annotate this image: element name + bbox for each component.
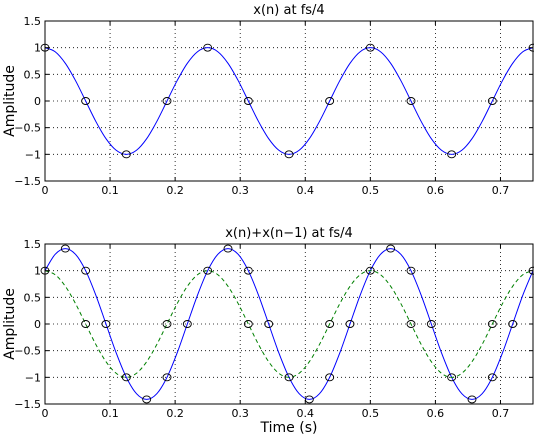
x-tick-label: 0.3 bbox=[231, 407, 249, 420]
subplot-1: 0 0.1 0.2 0.3 0.4 0.5 0.6 0.7 −1.5 −1 −0.5 0 0.5 1 1.5… bbox=[2, 3, 534, 197]
sample-marker bbox=[345, 320, 355, 328]
sample-marker bbox=[406, 320, 416, 328]
x-tick-label: 0.1 bbox=[101, 407, 119, 420]
y-tick-label: −1 bbox=[25, 371, 41, 384]
y-tick-label: 0.5 bbox=[24, 68, 42, 81]
sample-marker bbox=[325, 373, 335, 382]
sample-marker bbox=[223, 244, 233, 253]
sample-marker bbox=[182, 320, 192, 328]
sample-marker bbox=[60, 244, 70, 253]
x-tick-label: 0.6 bbox=[427, 407, 445, 420]
x-tick-label: 0.4 bbox=[297, 407, 315, 420]
y-tick-label: 1.5 bbox=[24, 238, 42, 251]
chart-title: x(n) at fs/4 bbox=[253, 3, 324, 18]
x-tick-label: 0.3 bbox=[231, 184, 249, 197]
x-tick-label: 0.5 bbox=[362, 407, 380, 420]
sample-marker bbox=[142, 395, 152, 404]
chart-title: x(n)+x(n−1) at fs/4 bbox=[225, 226, 353, 241]
sample-marker bbox=[284, 373, 294, 382]
sample-marker bbox=[426, 320, 436, 328]
y-tick-label: −1 bbox=[25, 148, 41, 161]
x-tick-label: 0.4 bbox=[297, 184, 315, 197]
sample-marker bbox=[121, 373, 131, 382]
y-tick-label: 0 bbox=[34, 95, 41, 108]
x-tick-label: 0.7 bbox=[492, 407, 510, 420]
sample-marker bbox=[467, 395, 477, 404]
sample-marker bbox=[243, 266, 253, 275]
x-tick-label: 0 bbox=[42, 407, 49, 420]
sample-marker bbox=[325, 97, 335, 105]
sample-marker bbox=[162, 97, 172, 105]
sample-marker bbox=[81, 97, 91, 105]
sample-marker bbox=[406, 97, 416, 105]
sample-marker bbox=[304, 395, 314, 404]
sample-marker bbox=[101, 320, 111, 328]
y-tick-label: −1.5 bbox=[14, 175, 41, 188]
x-tick-label: 0.5 bbox=[362, 184, 380, 197]
sample-marker bbox=[447, 150, 457, 159]
sample-marker bbox=[325, 320, 335, 328]
series-line-2 bbox=[44, 270, 534, 378]
x-tick-label: 0.2 bbox=[166, 184, 184, 197]
sample-marker bbox=[243, 320, 253, 328]
sample-marker bbox=[365, 266, 375, 275]
sample-marker bbox=[162, 320, 172, 328]
sample-marker bbox=[203, 43, 213, 52]
sample-marker bbox=[264, 320, 274, 328]
y-axis-label: Amplitude bbox=[2, 288, 18, 360]
y-tick-label: 1 bbox=[34, 42, 41, 55]
y-tick-label: −0.5 bbox=[14, 122, 41, 135]
x-tick-label: 0.1 bbox=[101, 184, 119, 197]
sample-marker bbox=[81, 266, 91, 275]
y-tick-label: −1.5 bbox=[14, 398, 41, 411]
sample-marker bbox=[447, 373, 457, 382]
sample-marker bbox=[81, 320, 91, 328]
y-tick-label: 1.5 bbox=[24, 15, 42, 28]
sample-marker bbox=[284, 150, 294, 159]
sample-marker bbox=[406, 266, 416, 275]
x-tick-label: 0 bbox=[42, 184, 49, 197]
x-tick-label: 0.6 bbox=[427, 184, 445, 197]
y-tick-label: 1 bbox=[34, 265, 41, 278]
x-tick-label: 0.7 bbox=[492, 184, 510, 197]
y-axis-label: Amplitude bbox=[2, 65, 18, 137]
y-tick-label: 0 bbox=[34, 318, 41, 331]
sample-marker bbox=[162, 373, 172, 382]
sample-marker bbox=[203, 266, 213, 275]
series-line-1 bbox=[44, 47, 534, 155]
sample-marker bbox=[386, 244, 396, 253]
sample-marker bbox=[487, 97, 497, 105]
sample-marker bbox=[243, 97, 253, 105]
sample-marker bbox=[487, 373, 497, 382]
sample-marker bbox=[487, 320, 497, 328]
subplot-2: 0 0.1 0.2 0.3 0.4 0.5 0.6 0.7 −1.5 −1 −0.5 0 0.5 1 1.5… bbox=[2, 226, 534, 436]
sample-marker bbox=[365, 43, 375, 52]
sample-marker bbox=[508, 320, 518, 328]
sample-marker bbox=[121, 150, 131, 159]
x-tick-label: 0.2 bbox=[166, 407, 184, 420]
y-tick-label: 0.5 bbox=[24, 291, 42, 304]
x-axis-label: Time (s) bbox=[260, 420, 318, 436]
y-tick-label: −0.5 bbox=[14, 345, 41, 358]
